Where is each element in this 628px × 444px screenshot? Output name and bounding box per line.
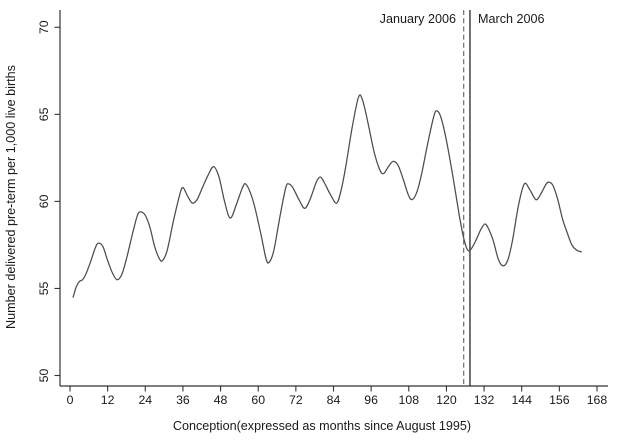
y-axis-title: Number delivered pre-term per 1,000 live… bbox=[4, 65, 18, 329]
x-tick-label: 168 bbox=[587, 393, 608, 407]
x-tick-label: 120 bbox=[436, 393, 457, 407]
y-tick-label: 60 bbox=[37, 194, 51, 208]
x-tick-label: 84 bbox=[327, 393, 341, 407]
vline-label-january-2006: January 2006 bbox=[380, 12, 456, 26]
x-tick-label: 60 bbox=[251, 393, 265, 407]
preterm-rate-line bbox=[72, 94, 582, 298]
y-tick-label: 70 bbox=[37, 20, 51, 34]
x-tick-label: 48 bbox=[214, 393, 228, 407]
x-tick-label: 108 bbox=[399, 393, 420, 407]
x-tick-label: 12 bbox=[101, 393, 115, 407]
x-tick-label: 156 bbox=[549, 393, 570, 407]
x-tick-label: 0 bbox=[67, 393, 74, 407]
y-tick-label: 50 bbox=[37, 369, 51, 383]
x-tick-label: 36 bbox=[176, 393, 190, 407]
event-vlines bbox=[463, 10, 471, 386]
x-tick-label: 132 bbox=[474, 393, 495, 407]
x-tick-label: 144 bbox=[511, 393, 532, 407]
series-path bbox=[72, 94, 582, 298]
y-tick-label: 55 bbox=[37, 281, 51, 295]
x-tick-label: 96 bbox=[364, 393, 378, 407]
y-tick-label: 65 bbox=[37, 107, 51, 121]
x-tick-label: 72 bbox=[289, 393, 303, 407]
x-axis-title: Conception(expressed as months since Aug… bbox=[173, 419, 471, 433]
axes: 0 12 24 36 48 60 72 84 96 108 120 132 144 156 168 50 55 6… bbox=[37, 10, 608, 407]
x-tick-label: 24 bbox=[138, 393, 152, 407]
vline-label-march-2006: March 2006 bbox=[478, 12, 545, 26]
